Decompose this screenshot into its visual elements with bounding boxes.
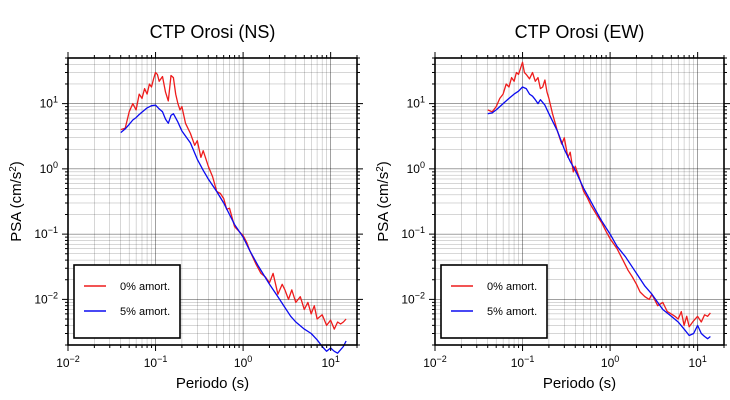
grid <box>67 57 358 346</box>
series-line-amort-0 <box>120 71 347 330</box>
x-axis-label: Periodo (s) <box>543 375 616 392</box>
ticks <box>429 52 730 351</box>
y-tick-label: 10−2 <box>401 290 425 306</box>
series-line-amort-5 <box>487 86 711 340</box>
y-tick-label: 10−2 <box>34 290 58 306</box>
x-tick-label: 10−1 <box>144 354 168 370</box>
x-tick-label: 101 <box>321 354 339 370</box>
x-tick-label: 101 <box>688 354 706 370</box>
ticks <box>62 52 363 351</box>
y-tick-label: 100 <box>40 160 58 176</box>
y-tick-label: 10−1 <box>34 225 58 241</box>
series-line-amort-5 <box>120 104 347 354</box>
chart-title: CTP Orosi (EW) <box>515 22 645 42</box>
x-tick-label: 10−1 <box>511 354 535 370</box>
y-tick-label: 100 <box>407 160 425 176</box>
legend-box <box>440 264 548 339</box>
chart-panel-2: CTP Orosi (EW) 10−2 10−1 100 101 10−2 10−1 100 1… <box>375 22 730 392</box>
x-axis-label: Periodo (s) <box>176 375 249 392</box>
chart-title: CTP Orosi (NS) <box>150 22 276 42</box>
y-tick-label: 101 <box>407 95 425 111</box>
x-tick-label: 100 <box>234 354 252 370</box>
legend-label: 0% amort. <box>120 281 170 293</box>
legend: 0% amort. 5% amort. <box>73 264 181 339</box>
series-lines <box>487 61 711 340</box>
plot-frame <box>434 57 725 346</box>
legend-label: 0% amort. <box>487 281 537 293</box>
x-tick-label: 10−2 <box>56 354 80 370</box>
x-tick-label: 100 <box>601 354 619 370</box>
chart-panel-1: CTP Orosi (NS) 10−2 10−1 100 101 10−2 10−1 100 1… <box>8 22 363 392</box>
y-tick-label: 10−1 <box>401 225 425 241</box>
series-lines <box>120 71 347 354</box>
legend: 0% amort. 5% amort. <box>440 264 548 339</box>
x-tick-label: 10−2 <box>423 354 447 370</box>
legend-box <box>73 264 181 339</box>
y-axis-label: PSA (cm/s2) <box>375 161 393 242</box>
y-tick-label: 101 <box>40 95 58 111</box>
legend-label: 5% amort. <box>120 306 170 318</box>
plot-frame <box>67 57 358 346</box>
legend-label: 5% amort. <box>487 306 537 318</box>
y-axis-label: PSA (cm/s2) <box>8 161 26 242</box>
